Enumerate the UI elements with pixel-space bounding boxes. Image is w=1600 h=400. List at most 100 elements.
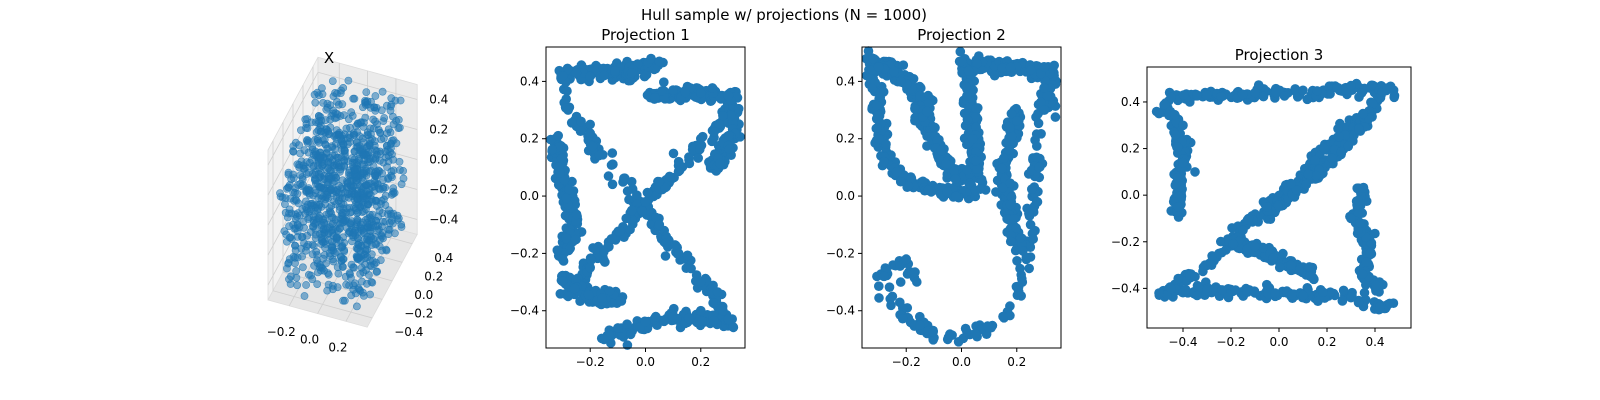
scatter-point [626, 205, 637, 216]
scatter-point [673, 166, 684, 177]
scatter-point [295, 141, 303, 150]
x-tick-label: 0.2 [1007, 355, 1026, 369]
scatter-point [1025, 65, 1036, 75]
scatter-point [871, 100, 882, 111]
scatter-point [563, 105, 573, 115]
scatter-point [604, 286, 615, 296]
scatter-point [302, 281, 310, 289]
scatter-point [1312, 86, 1322, 96]
scatter-point [654, 176, 665, 187]
y-tick-label: 0.2 [836, 132, 855, 146]
scatter-series [1151, 78, 1400, 315]
scatter-point [707, 83, 718, 93]
scatter-point [571, 209, 582, 220]
scatter-point [962, 90, 972, 101]
scatter-point [379, 134, 388, 143]
scatter-point [649, 93, 660, 103]
scatter-point [361, 113, 370, 122]
scatter-point [1334, 132, 1344, 142]
scatter-point [970, 328, 981, 339]
scatter-point [657, 86, 667, 96]
scatter-point [1192, 290, 1202, 301]
scatter-point [1298, 85, 1308, 96]
scatter-point [1355, 218, 1366, 228]
scatter-point [360, 196, 369, 204]
scatter-point [1028, 234, 1038, 244]
y-tick-label: −0.2 [826, 246, 855, 260]
scatter-point [696, 305, 706, 316]
scatter-point [599, 334, 609, 345]
scatter-point [1250, 241, 1260, 252]
scatter-point [317, 194, 326, 203]
scatter-point [1346, 292, 1356, 303]
scatter-point [319, 99, 327, 107]
scatter-point [895, 176, 906, 187]
scatter-point [1190, 167, 1200, 177]
scatter-point [640, 317, 651, 328]
y-tick-label: 0.2 [424, 269, 443, 283]
scatter-point [395, 123, 404, 132]
scatter-point [873, 62, 884, 72]
scatter-point [376, 256, 385, 264]
scatter-point [1173, 202, 1183, 212]
scatter-point [1172, 142, 1183, 152]
scatter-point [381, 183, 390, 192]
scatter-point [998, 311, 1008, 322]
scatter-point [326, 115, 335, 124]
scatter-point [696, 133, 706, 144]
scatter-point [350, 166, 359, 174]
scatter-point [333, 110, 342, 119]
scatter-point [970, 185, 981, 196]
scatter-point [1039, 62, 1050, 72]
scatter-point [386, 209, 395, 218]
z-tick-label: −0.4 [429, 213, 458, 227]
scatter-point [283, 213, 292, 222]
scatter-point [337, 134, 345, 143]
scatter-point [872, 123, 882, 133]
scatter-point [682, 250, 693, 261]
scatter-point [344, 76, 353, 85]
scatter-point [874, 281, 884, 292]
scatter-point [1206, 260, 1217, 271]
panel-title: Projection 3 [1235, 46, 1323, 64]
scatter-point [1032, 141, 1042, 151]
y-tick-label: 0.0 [414, 288, 433, 302]
scatter-point [668, 148, 679, 159]
scatter-point [693, 153, 703, 163]
scatter-point [324, 127, 332, 136]
grid-line [267, 72, 319, 166]
scatter-point [661, 238, 671, 249]
scatter-point [637, 206, 648, 216]
scatter-point [891, 167, 902, 177]
scatter-point [367, 250, 376, 259]
scatter-point [1202, 285, 1212, 296]
panel-title: Projection 1 [601, 26, 689, 44]
scatter-point [1178, 90, 1189, 100]
scatter-point [1337, 295, 1348, 306]
scatter-point [342, 223, 351, 232]
scatter-point [1025, 219, 1036, 230]
scatter-point [368, 278, 377, 287]
scatter-point [942, 187, 953, 197]
scatter-point [313, 280, 322, 288]
scatter-point [1012, 116, 1022, 126]
scatter-point [1298, 290, 1308, 301]
scatter-point [363, 128, 372, 137]
grid-line [317, 71, 418, 100]
scatter-point [353, 195, 362, 204]
scatter-point [372, 150, 381, 159]
scatter-point [1154, 108, 1164, 119]
scatter-point [660, 182, 670, 193]
scatter-point [293, 281, 302, 290]
scatter-point [323, 286, 332, 295]
scatter-point [370, 103, 379, 112]
scatter-point [1270, 87, 1281, 98]
scatter-point [640, 197, 651, 207]
scatter-point [557, 70, 568, 81]
scatter-point [300, 292, 309, 300]
x-tick-label: 0.2 [328, 340, 347, 354]
scatter-point [989, 70, 1000, 81]
scatter-point [1354, 124, 1364, 134]
scatter-point [936, 145, 946, 156]
scatter-point [1294, 265, 1304, 276]
